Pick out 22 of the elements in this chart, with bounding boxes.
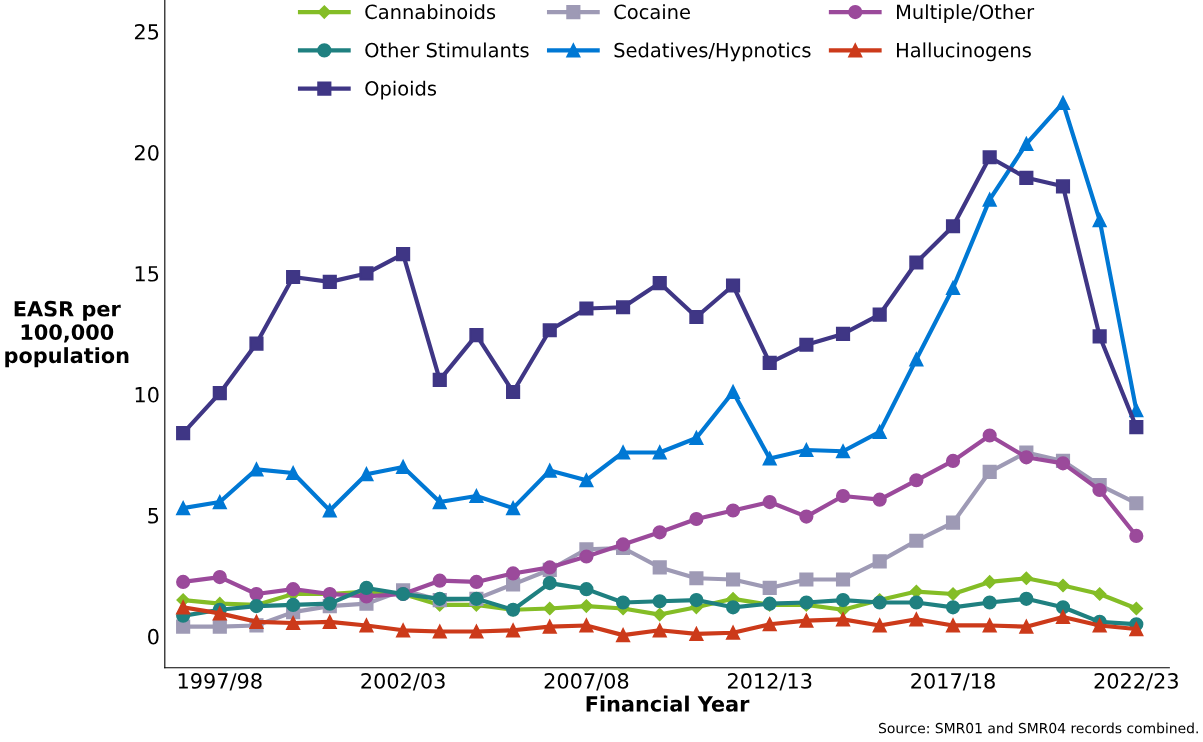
legend-label: Hallucinogens — [897, 42, 1031, 62]
y-tick-label: 0 — [148, 628, 159, 645]
source-note: Source: SMR01 and SMR04 records combined. — [878, 722, 1198, 734]
legend-label: Cannabinoids — [365, 4, 496, 20]
y-tick-label: 25 — [134, 23, 159, 40]
x-tick-label: 2007/08 — [544, 673, 629, 691]
y-tick-label: 20 — [134, 144, 159, 161]
y-tick-label: 10 — [135, 386, 159, 403]
x-tick-label: 2002/03 — [361, 673, 445, 691]
x-axis-title: Financial Year — [586, 695, 750, 712]
x-tick-label: 2022/23 — [1094, 673, 1178, 691]
x-tick-label: 2017/18 — [911, 673, 995, 691]
x-tick-label: 1997/98 — [178, 673, 262, 691]
legend-label: Sedatives/Hypnotics — [614, 42, 811, 62]
legend-label: Cocaine — [614, 4, 690, 20]
y-axis-title: EASR per 100,000 population — [5, 300, 129, 368]
legend-label: Opioids — [365, 80, 437, 100]
y-tick-label: 15 — [135, 266, 159, 282]
legend-label: Other Stimulants — [365, 42, 529, 58]
legend-label: Multiple/Other — [897, 4, 1035, 23]
x-tick-label: 2012/13 — [727, 673, 812, 691]
y-tick-label: 5 — [148, 508, 159, 524]
